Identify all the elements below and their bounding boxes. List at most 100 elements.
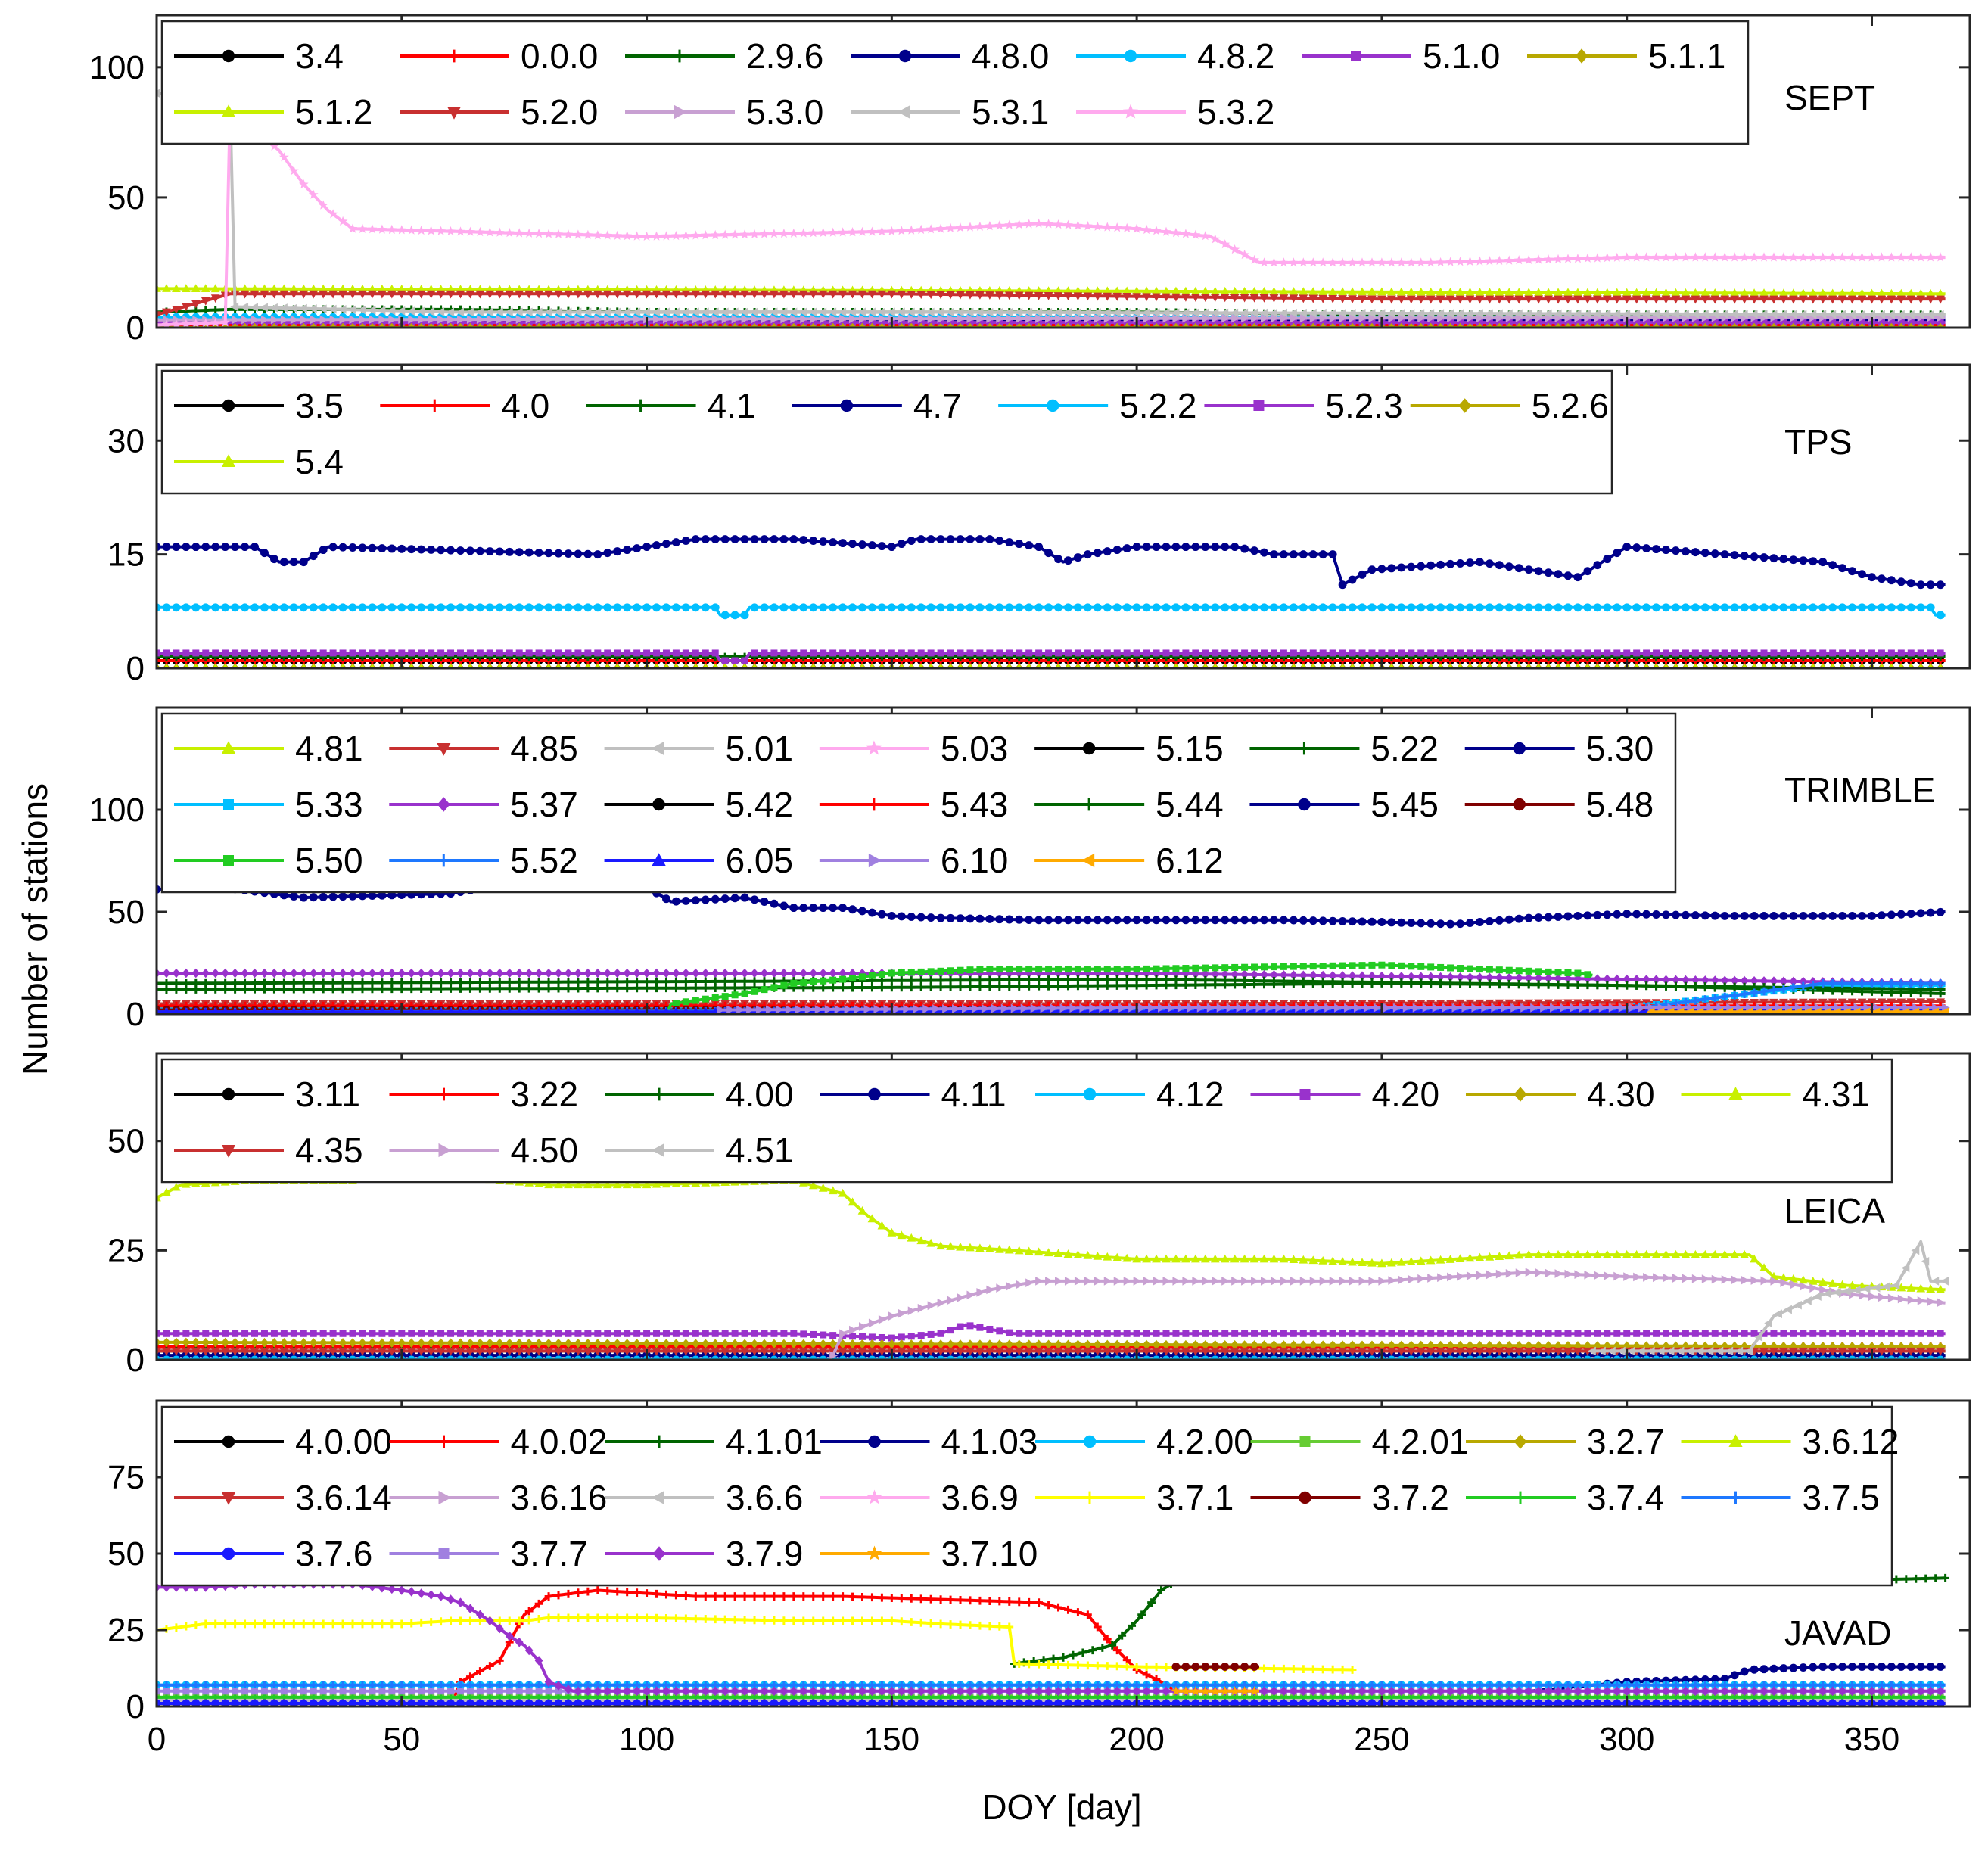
series-sept-5-3-0-point (418, 315, 426, 325)
series-sept-5-3-0-point (1299, 313, 1308, 323)
series-sept-5-1-1-point (1593, 322, 1602, 328)
series-tps-5-4-point (1290, 663, 1296, 668)
series-tps-5-2-2-point (936, 603, 945, 612)
series-sept-5-3-2-point (1357, 257, 1367, 267)
series-tps-5-2-2-point (446, 603, 455, 612)
series-sept-5-3-1-point (514, 307, 523, 317)
series-sept-5-2-0-point (1249, 294, 1259, 303)
series-tps-5-2-3-point (917, 649, 925, 657)
series-tps-5-4-point (605, 663, 611, 668)
series-sept-5-2-0-point (740, 290, 749, 299)
series-sept-5-3-1-point (906, 307, 915, 317)
series-sept-5-3-0-point (378, 315, 387, 325)
series-tps-5-2-2-point (760, 603, 769, 612)
series-sept-5-3-1-point (622, 307, 631, 317)
series-sept-5-1-1-point (1613, 322, 1622, 328)
series-tps-5-2-3-point (966, 649, 974, 657)
series-tps-4-7-point (437, 546, 446, 555)
series-tps-5-4-point (477, 663, 483, 668)
series-sept-5-3-0-point (369, 315, 378, 325)
series-tps-5-4-point (967, 663, 973, 668)
series-sept-5-3-2-point (1582, 253, 1593, 263)
series-tps-5-2-3-point (1388, 649, 1395, 657)
series-sept-5-3-2-point (543, 229, 554, 238)
legend-marker (1351, 51, 1361, 61)
series-sept-5-1-0-point (339, 319, 347, 326)
series-tps-4-7-point (1044, 549, 1053, 558)
series-sept-5-1-2-point (1887, 288, 1896, 297)
series-sept-5-3-2-point (1485, 256, 1495, 266)
series-sept-5-1-0-point (1574, 319, 1582, 326)
series-tps-5-2-2-point (956, 603, 965, 612)
series-tps-4-7-point (1730, 551, 1739, 560)
series-sept-5-1-1-point (1446, 322, 1454, 328)
series-sept-5-3-2-point (935, 223, 946, 233)
series-tps-5-2-3-point (1878, 649, 1885, 657)
series-tps-5-2-2-point (544, 603, 553, 612)
series-sept-5-1-1-point (1318, 322, 1327, 328)
series-sept-5-3-0-point (476, 315, 485, 324)
series-sept-5-1-0-point (829, 319, 837, 326)
series-tps-4-7-point (1083, 550, 1092, 559)
series-tps-5-2-2-point (465, 603, 474, 612)
series-tps-5-4-point (1262, 663, 1267, 668)
series-tps-4-7-point (1230, 543, 1240, 552)
series-sept-5-3-0-point (898, 314, 907, 324)
series-tps-5-2-2-point (172, 603, 181, 612)
series-sept-5-3-2-point (1887, 252, 1896, 262)
series-tps-5-2-2-point (1289, 603, 1298, 612)
series-sept-5-3-1-point (1357, 309, 1366, 318)
legend-entry: 2.9.6 (625, 36, 823, 76)
series-sept-5-3-1-point (1592, 309, 1601, 319)
series-tps-5-4-point (1526, 663, 1532, 668)
series-sept-5-1-1-point (524, 322, 534, 328)
series-tps-5-4-point (1173, 663, 1179, 668)
series-tps-5-2-2-point (1162, 603, 1171, 612)
series-sept-5-2-0-point (770, 290, 779, 299)
series-sept-5-2-0-point (1210, 294, 1220, 303)
series-sept-5-3-1-point (1200, 308, 1209, 318)
series-tps-5-4-point (664, 663, 669, 668)
legend-entry: 4.7 (792, 386, 962, 425)
series-sept-5-2-0-point (1828, 295, 1837, 304)
series-sept-5-1-1-point (456, 322, 465, 328)
series-tps-5-4-point (997, 663, 1003, 668)
series-sept-5-3-1-point (671, 307, 680, 317)
series-tps-5-2-2-point (1417, 603, 1426, 612)
series-tps-4-7-point (838, 539, 848, 548)
series-sept-5-1-1-point (1916, 322, 1925, 328)
series-sept-5-3-2-point (308, 189, 319, 199)
series-tps-5-2-3-point (868, 649, 876, 657)
legend-marker (1253, 400, 1265, 411)
series-sept-5-3-0-point (496, 315, 505, 324)
series-sept-5-1-1-point (485, 322, 494, 328)
series-tps-5-2-3-point (486, 649, 493, 657)
series-sept-5-1-1-point (1710, 322, 1719, 328)
series-tps-5-2-3-point (1202, 649, 1209, 657)
series-sept-5-1-0-point (1006, 319, 1013, 326)
series-sept-5-3-1-point (1279, 308, 1287, 318)
series-tps-5-2-3-point (1495, 649, 1503, 657)
series-sept-5-1-1-point (1730, 322, 1739, 328)
series-tps-5-2-2-point (946, 603, 955, 612)
series-sept-5-2-0-point (1190, 294, 1200, 302)
series-sept-5-3-0-point (829, 314, 838, 324)
series-tps-5-2-2-point (897, 603, 906, 612)
series-sept-5-3-1-point (494, 307, 503, 317)
series-sept-5-3-1-point (347, 305, 356, 315)
series-tps-4-7-point (975, 535, 985, 544)
series-tps-4-7-point (779, 535, 789, 544)
series-sept-5-3-1-point (397, 306, 406, 316)
series-sept-5-3-2-point (1181, 229, 1191, 238)
series-sept-5-1-1-point (1514, 322, 1523, 328)
series-sept-5-2-0-point (1896, 295, 1906, 304)
series-sept-5-1-2-point (1710, 288, 1720, 297)
series-sept-5-1-1-point (916, 322, 926, 328)
series-sept-5-2-0-point (602, 290, 612, 299)
series-sept-5-1-1-point (1436, 322, 1445, 328)
series-sept-5-3-1-point (1367, 309, 1376, 318)
series-sept-5-1-2-point (1622, 288, 1632, 297)
series-sept-5-1-1-point (789, 322, 798, 328)
series-tps-4-7-point (936, 535, 945, 544)
series-sept-5-1-1-point (878, 322, 886, 328)
